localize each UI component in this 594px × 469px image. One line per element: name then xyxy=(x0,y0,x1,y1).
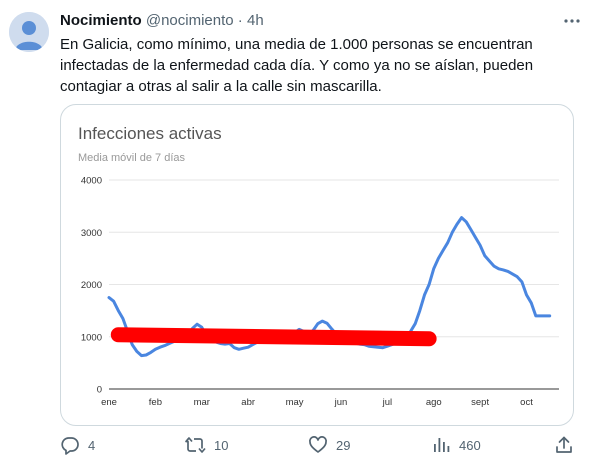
x-tick-label: abr xyxy=(241,397,255,408)
views-icon xyxy=(434,438,450,452)
x-tick-label: oct xyxy=(520,397,533,408)
retweet-icon xyxy=(185,437,206,453)
like-icon xyxy=(309,436,327,453)
x-tick-label: feb xyxy=(149,397,162,408)
chart: Infecciones activas Media móvil de 7 día… xyxy=(78,124,559,408)
like-count: 29 xyxy=(336,437,351,453)
reply-button[interactable]: 4 xyxy=(60,432,95,458)
action-bar: 4 10 29 460 xyxy=(60,432,574,458)
x-tick-label: jul xyxy=(382,397,393,408)
views-button[interactable]: 460 xyxy=(431,432,481,458)
more-icon xyxy=(564,19,580,23)
chart-card[interactable]: Infecciones activas Media móvil de 7 día… xyxy=(60,104,574,426)
share-icon xyxy=(556,436,572,453)
retweet-button[interactable]: 10 xyxy=(184,432,228,458)
more-button[interactable] xyxy=(562,12,582,30)
share-button[interactable] xyxy=(554,432,574,458)
tweet-text: En Galicia, como mínimo, una media de 1.… xyxy=(60,36,534,95)
x-tick-label: ene xyxy=(101,397,117,408)
tweet-time[interactable]: 4h xyxy=(246,12,264,29)
y-tick-label: 0 xyxy=(97,385,102,396)
y-tick-label: 3000 xyxy=(81,228,102,239)
chart-subtitle: Media móvil de 7 días xyxy=(78,152,185,164)
retweet-count: 10 xyxy=(214,437,229,453)
author-name[interactable]: Nocimiento xyxy=(60,12,142,29)
red-annotation-line xyxy=(110,327,437,347)
chart-title: Infecciones activas xyxy=(78,124,222,143)
x-tick-label: mar xyxy=(194,397,210,408)
avatar-icon xyxy=(9,12,49,52)
y-tick-label: 4000 xyxy=(81,176,102,187)
y-tick-label: 1000 xyxy=(81,332,102,343)
y-tick-label: 2000 xyxy=(81,280,102,291)
tweet-header: Nocimiento @nocimiento · 4h xyxy=(60,12,264,30)
author-handle[interactable]: @nocimiento xyxy=(145,12,234,29)
x-tick-label: may xyxy=(286,397,304,408)
x-tick-label: jun xyxy=(334,397,348,408)
x-tick-label: ago xyxy=(426,397,442,408)
views-count: 460 xyxy=(459,437,481,453)
reply-count: 4 xyxy=(88,437,96,453)
separator: · xyxy=(233,12,247,29)
like-button[interactable]: 29 xyxy=(308,432,350,458)
avatar[interactable] xyxy=(9,12,49,52)
reply-icon xyxy=(61,437,79,455)
x-tick-label: sept xyxy=(471,397,489,408)
